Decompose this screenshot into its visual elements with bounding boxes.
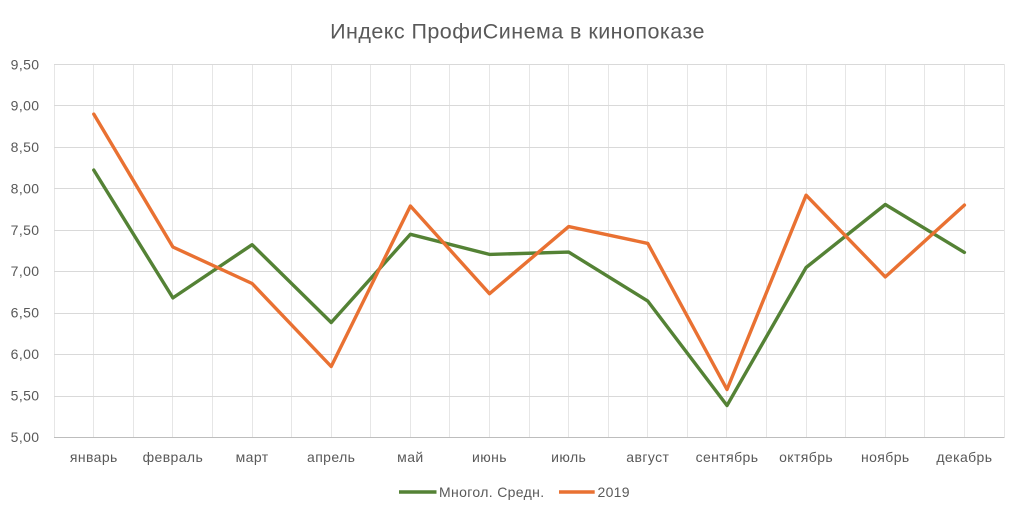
svg-text:март: март: [236, 449, 269, 465]
svg-text:июль: июль: [551, 449, 586, 465]
svg-text:январь: январь: [70, 449, 118, 465]
svg-text:9,00: 9,00: [11, 98, 40, 114]
svg-text:7,50: 7,50: [11, 222, 40, 238]
svg-text:5,50: 5,50: [11, 387, 40, 403]
svg-text:Индекс ПрофиСинема в кинопоказ: Индекс ПрофиСинема в кинопоказе: [330, 20, 705, 44]
svg-text:9,50: 9,50: [11, 56, 40, 72]
svg-text:2019: 2019: [598, 484, 630, 500]
svg-text:июнь: июнь: [472, 449, 507, 465]
svg-text:8,50: 8,50: [11, 139, 40, 155]
svg-text:август: август: [626, 449, 669, 465]
svg-text:апрель: апрель: [307, 449, 355, 465]
svg-text:ноябрь: ноябрь: [861, 449, 910, 465]
svg-text:декабрь: декабрь: [936, 449, 992, 465]
svg-text:сентябрь: сентябрь: [696, 449, 759, 465]
svg-text:6,00: 6,00: [11, 346, 40, 362]
svg-text:8,00: 8,00: [11, 181, 40, 197]
svg-text:Многол. Средн.: Многол. Средн.: [439, 484, 544, 500]
svg-text:6,50: 6,50: [11, 305, 40, 321]
svg-text:7,00: 7,00: [11, 263, 40, 279]
svg-text:февраль: февраль: [143, 449, 204, 465]
svg-text:5,00: 5,00: [11, 429, 40, 445]
svg-text:май: май: [397, 449, 423, 465]
svg-text:октябрь: октябрь: [779, 449, 833, 465]
